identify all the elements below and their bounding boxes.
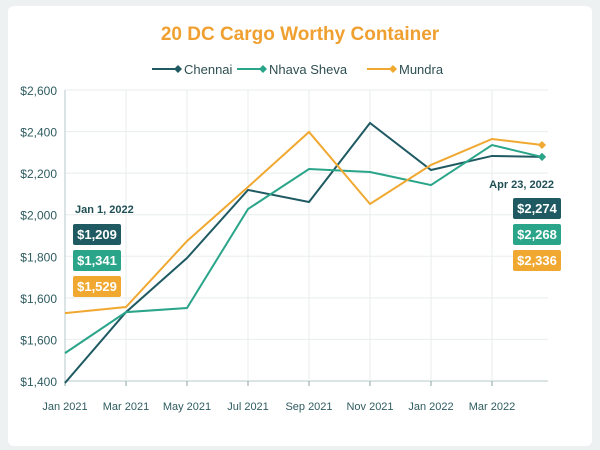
x-tick-label: Jan 2022 (408, 401, 453, 413)
series-line-chennai (64, 121, 543, 384)
legend-item: Mundra (367, 62, 444, 77)
end-marker (538, 152, 546, 161)
annotation-date-left: Jan 1, 2022 (75, 204, 134, 216)
value-badge: $2,268 (513, 224, 561, 245)
y-tick-label: $2,600 (20, 84, 57, 98)
legend-label: Mundra (399, 62, 444, 77)
x-tick-label: Jul 2021 (227, 401, 269, 413)
axes: $2,600 $2,400 $2,200 $2,000 $1,800 $1,600 $1,6… (20, 84, 515, 413)
annotation-date-right: Apr 23, 2022 (489, 179, 554, 191)
x-tick-label: Jan 2021 (42, 401, 87, 413)
legend-label: Chennai (184, 62, 233, 77)
y-tick-label: $1,600 (20, 333, 57, 347)
value-badge: $1,529 (73, 276, 121, 297)
annotations: Jan 1, 2022 $1,209 $1,341 $1,529 Apr 23, 202… (73, 179, 561, 297)
value-badge-text: $2,274 (517, 201, 558, 216)
series-line-nhava-sheva (64, 143, 543, 354)
value-badge: $1,209 (73, 224, 121, 245)
value-badge-text: $1,529 (77, 279, 117, 294)
chart-title: 20 DC Cargo Worthy Container (161, 24, 440, 45)
y-tick-label: $1,400 (20, 375, 57, 389)
value-badge-text: $1,209 (77, 227, 117, 242)
y-tick-label: $2,400 (20, 126, 57, 140)
value-badge: $2,336 (513, 250, 561, 271)
legend-item: Chennai (152, 62, 233, 77)
legend-item: Nhava Sheva (237, 62, 348, 77)
x-tick-label: Nov 2021 (346, 401, 393, 413)
legend: Chennai Nhava Sheva Mundra (152, 62, 444, 77)
value-badge-text: $2,336 (517, 253, 557, 268)
y-tick-label: $2,000 (20, 209, 57, 223)
x-tick-label: Mar 2022 (469, 401, 515, 413)
y-tick-label: $1,800 (20, 250, 57, 264)
x-tick-label: May 2021 (163, 401, 211, 413)
legend-label: Nhava Sheva (269, 62, 348, 77)
legend-marker (174, 65, 182, 73)
legend-marker (389, 65, 397, 73)
y-tick-label: $2,200 (20, 167, 57, 181)
value-badge-text: $2,268 (517, 227, 557, 242)
grid (64, 89, 548, 382)
value-badge: $1,341 (73, 250, 121, 271)
y-tick-label: $1,600 (20, 292, 57, 306)
value-badge: $2,274 (513, 198, 561, 219)
legend-marker (259, 65, 267, 73)
series-line-mundra (64, 130, 543, 315)
x-tick-label: Mar 2021 (103, 401, 149, 413)
value-badge-text: $1,341 (77, 253, 117, 268)
end-marker (538, 141, 546, 150)
x-tick-label: Sep 2021 (285, 401, 332, 413)
series-lines (64, 121, 546, 384)
